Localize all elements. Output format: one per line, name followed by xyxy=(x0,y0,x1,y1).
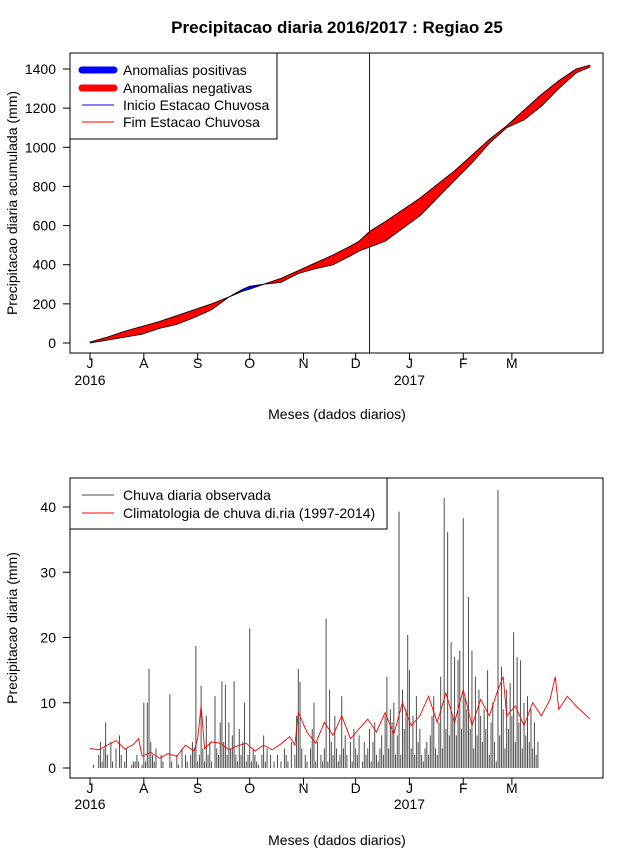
top-x-tick-label-1: A xyxy=(139,355,149,371)
top-y-axis-label: Precipitacao diaria acumulada (mm) xyxy=(4,91,20,315)
bottom-x-axis: J A S O N D J F M 2016 2017 xyxy=(74,778,518,812)
observed-cumulative-line xyxy=(89,66,591,344)
top-y-axis: 0 200 400 600 800 1000 1200 1400 xyxy=(25,61,70,351)
bottom-x-tick-label-2: S xyxy=(193,780,202,796)
top-x-tick-label-2: S xyxy=(193,355,202,371)
bottom-chart: 0 10 20 30 40 J A S O N D J F M 2016 2017 Meses (dados… xyxy=(4,477,604,848)
bottom-x-axis-label: Meses (dados diarios) xyxy=(268,832,406,848)
bottom-x-tick-label-8: M xyxy=(506,780,518,796)
top-legend: Anomalias positivas Anomalias negativas … xyxy=(69,52,278,140)
bottom-x-tick-label-4: N xyxy=(298,780,308,796)
bottom-x-tick-label-0: J xyxy=(87,780,94,796)
bottom-plot-area xyxy=(89,490,591,768)
top-chart: Precipitacao diaria 2016/2017 : Regiao 2… xyxy=(4,18,604,422)
bottom-y-tick-label-4: 40 xyxy=(40,499,56,515)
top-x-axis: J A S O N D J F M 2016 2017 xyxy=(74,353,518,388)
top-y-tick-label-1: 200 xyxy=(33,296,57,312)
bottom-x-tick-label-5: D xyxy=(351,780,361,796)
bottom-y-tick-label-3: 30 xyxy=(40,564,56,580)
top-y-tick-label-7: 1400 xyxy=(25,61,56,77)
climatology-cumulative-line xyxy=(89,64,591,343)
top-x-tick-label-0: J xyxy=(87,355,94,371)
bottom-x-tick-label-6: J xyxy=(406,780,413,796)
legend-climatology-label: Climatologia de chuva di.ria (1997-2014) xyxy=(123,505,375,521)
bottom-y-tick-label-0: 0 xyxy=(48,760,56,776)
top-y-tick-label-2: 400 xyxy=(33,257,57,273)
top-x-tick-label-7: F xyxy=(459,355,468,371)
top-chart-title: Precipitacao diaria 2016/2017 : Regiao 2… xyxy=(171,18,503,37)
top-x-axis-label: Meses (dados diarios) xyxy=(268,406,406,422)
top-x-tick-label-3: O xyxy=(244,355,255,371)
top-x-tick-label-4: N xyxy=(298,355,308,371)
legend-negative-label: Anomalias negativas xyxy=(123,80,252,96)
bottom-x-tick-label-3: O xyxy=(244,780,255,796)
top-plot-area xyxy=(89,53,591,353)
bottom-y-tick-label-1: 10 xyxy=(40,695,56,711)
legend-end-label: Fim Estacao Chuvosa xyxy=(123,114,260,130)
top-x-tick-label-6: J xyxy=(406,355,413,371)
top-y-tick-label-3: 600 xyxy=(33,218,57,234)
top-x-tick-label-5: D xyxy=(351,355,361,371)
bottom-y-axis: 0 10 20 30 40 xyxy=(40,499,70,776)
top-x-tick-label-8: M xyxy=(506,355,518,371)
bottom-x-tick-label-7: F xyxy=(459,780,468,796)
bottom-y-axis-label: Precipitacao diaria (mm) xyxy=(4,552,20,704)
legend-observed-label: Chuva diaria observada xyxy=(123,487,271,503)
top-year-label-0: 2016 xyxy=(74,372,105,388)
bottom-x-tick-label-1: A xyxy=(139,780,149,796)
daily-climatology-line xyxy=(89,676,591,759)
bottom-legend: Chuva diaria observada Climatologia de c… xyxy=(69,477,388,530)
top-y-tick-label-6: 1200 xyxy=(25,100,56,116)
legend-start-label: Inicio Estacao Chuvosa xyxy=(123,97,270,113)
top-y-tick-label-0: 0 xyxy=(48,335,56,351)
top-y-tick-label-5: 1000 xyxy=(25,139,56,155)
bottom-year-label-1: 2017 xyxy=(394,796,425,812)
bottom-y-tick-label-2: 20 xyxy=(40,630,56,646)
legend-positive-label: Anomalias positivas xyxy=(123,62,247,78)
top-plot-frame xyxy=(69,52,604,354)
top-year-label-1: 2017 xyxy=(394,372,425,388)
bottom-legend-box xyxy=(69,477,388,530)
bottom-year-label-0: 2016 xyxy=(74,796,105,812)
top-y-tick-label-4: 800 xyxy=(33,178,57,194)
